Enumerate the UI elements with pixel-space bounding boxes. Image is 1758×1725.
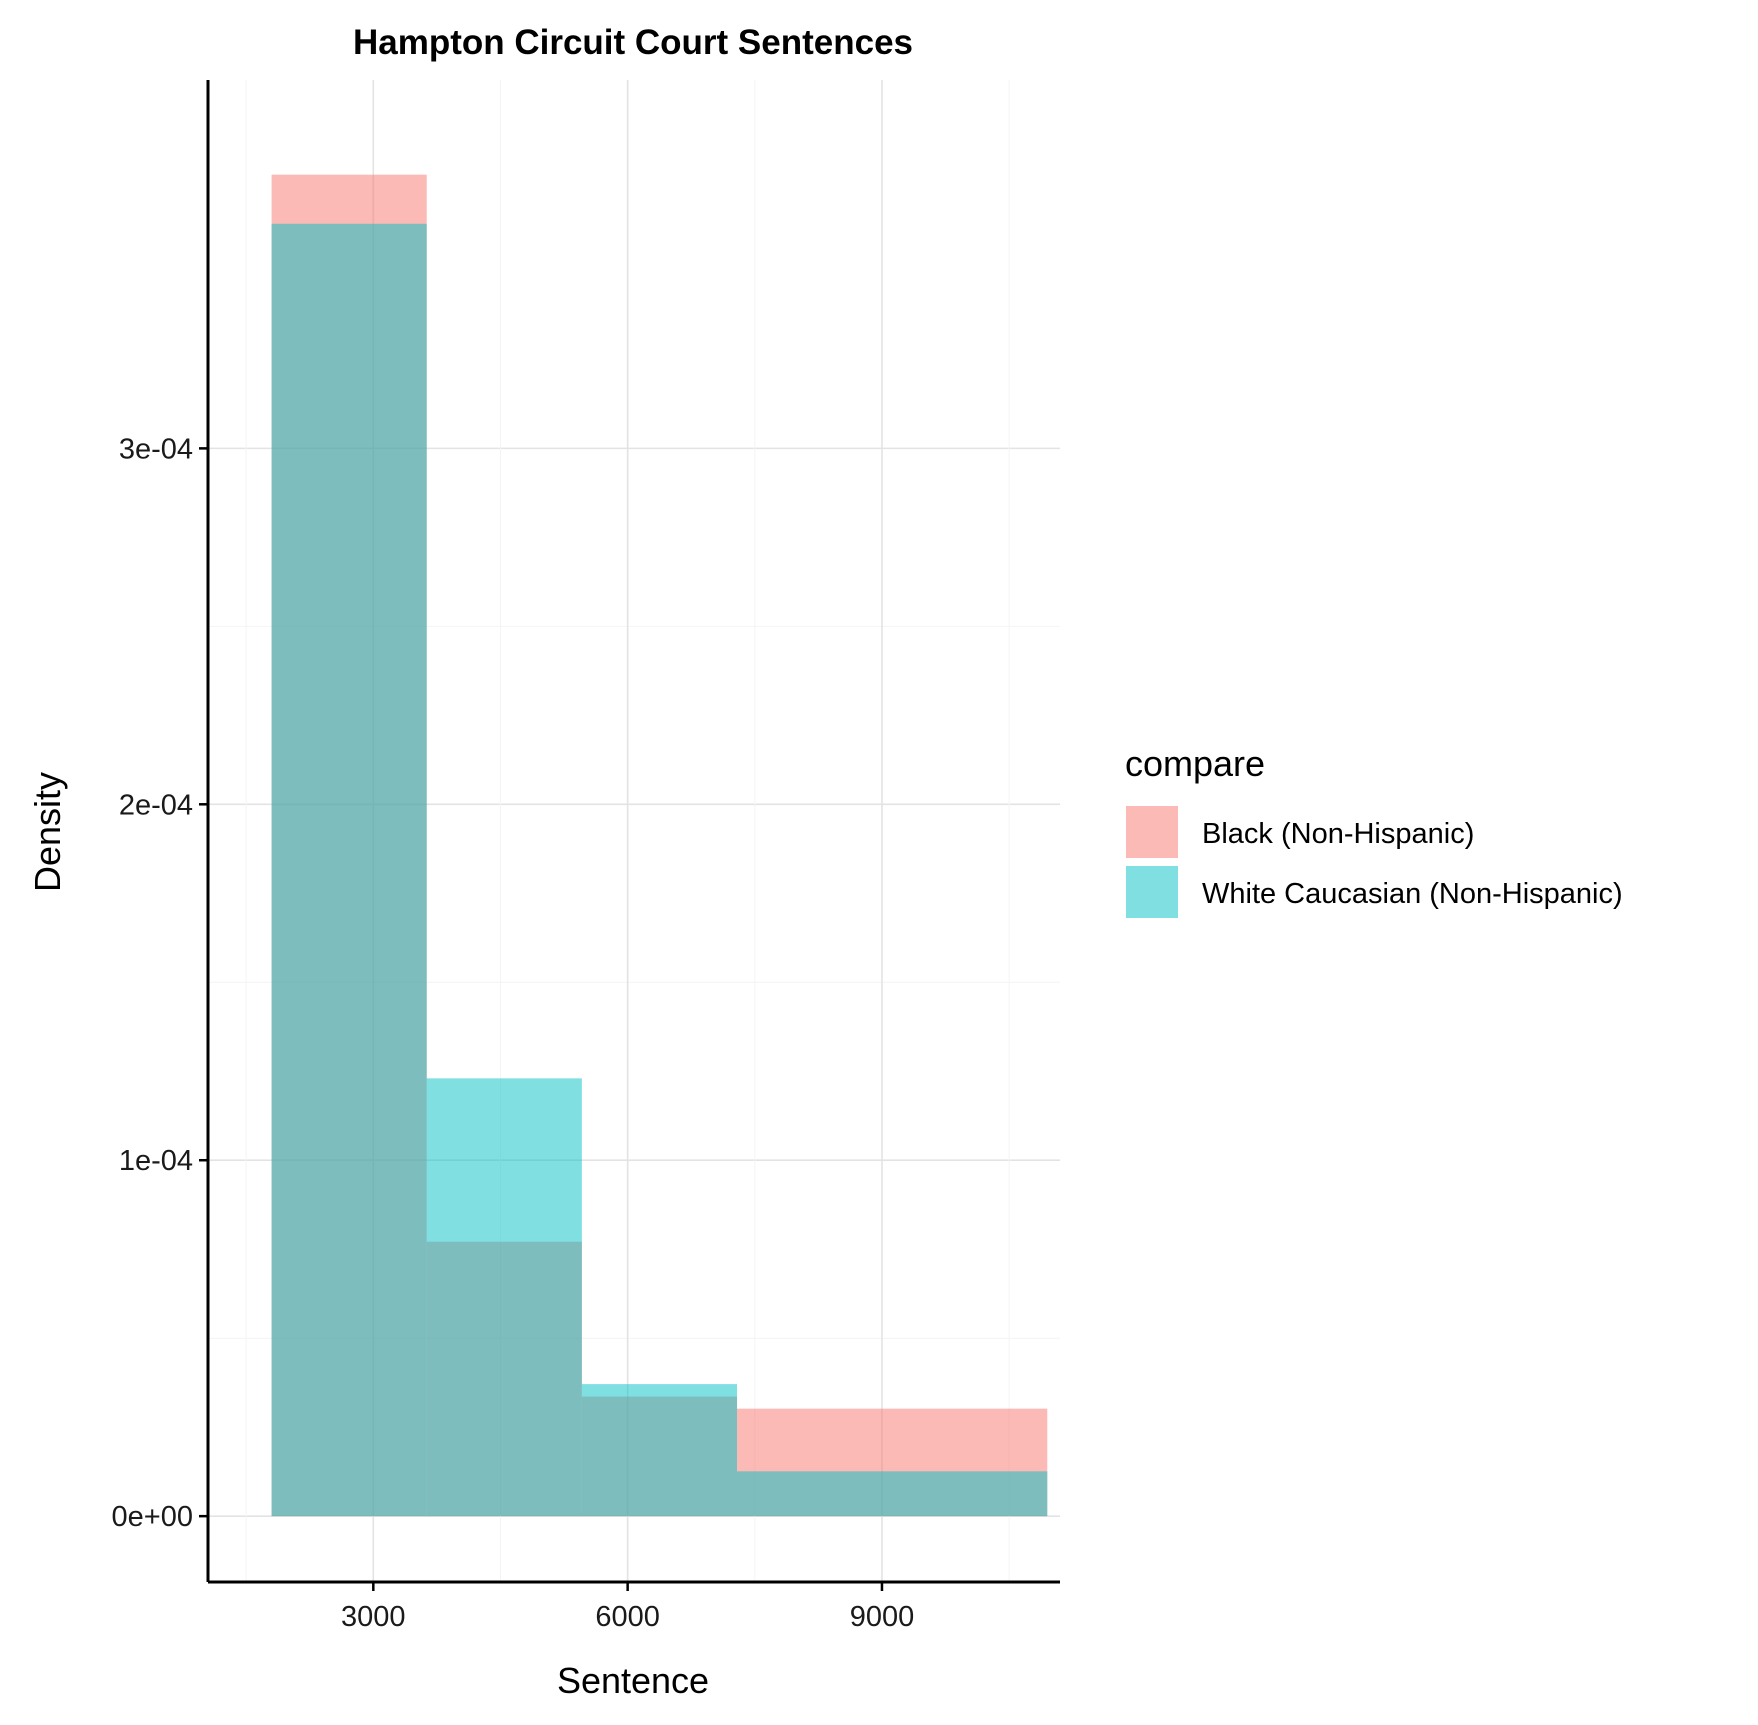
y-tick-label: 2e-04 xyxy=(119,789,193,821)
legend-items: Black (Non-Hispanic) White Caucasian (Non… xyxy=(1124,804,1623,920)
y-tick-label: 0e+00 xyxy=(112,1501,193,1533)
legend-swatch xyxy=(1126,866,1178,918)
axes: 0e+00 1e-04 2e-04 3e-04 3000 6000 9000 xyxy=(112,80,1060,1633)
y-axis-title: Density xyxy=(27,772,68,892)
y-tick-label: 3e-04 xyxy=(119,433,193,465)
x-tick-label: 9000 xyxy=(850,1601,915,1633)
chart-title: Hampton Circuit Court Sentences xyxy=(353,23,913,62)
legend: compare Black (Non-Hispanic) White Caucas… xyxy=(1124,743,1623,920)
legend-swatch xyxy=(1126,806,1178,858)
y-tick-label: 1e-04 xyxy=(119,1145,193,1177)
histogram-bar xyxy=(737,1471,1048,1517)
histogram-bar xyxy=(426,1078,582,1517)
legend-title: compare xyxy=(1125,743,1265,784)
x-tick-label: 3000 xyxy=(341,1601,406,1633)
x-tick-label: 6000 xyxy=(595,1601,660,1633)
legend-label: White Caucasian (Non-Hispanic) xyxy=(1202,878,1623,910)
histogram-bar xyxy=(271,223,427,1517)
x-axis-title: Sentence xyxy=(557,1660,709,1701)
legend-label: Black (Non-Hispanic) xyxy=(1202,818,1474,850)
histogram-bars xyxy=(271,174,1048,1517)
histogram-bar xyxy=(581,1384,738,1517)
